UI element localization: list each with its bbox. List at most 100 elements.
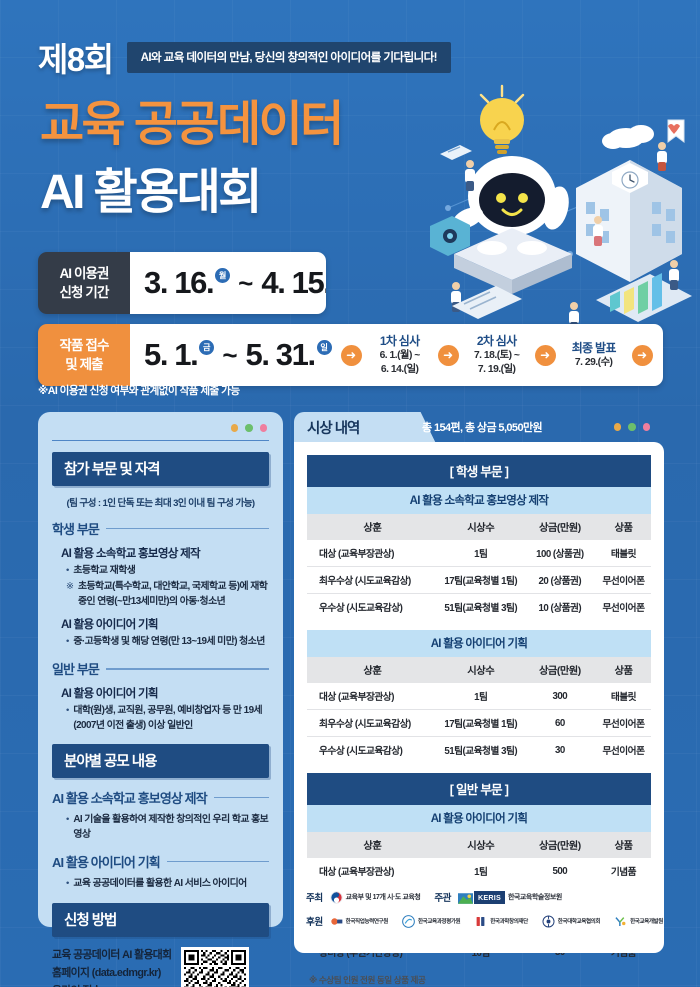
submission-start-date: 5. 1. [144,337,199,372]
tagline-banner: AI와 교육 데이터의 만남, 당신의 창의적인 아이디어를 기다립니다! [126,41,451,73]
awards-table-student-video: 상훈 시상수 상금(만원) 상품 대상 (교육부장관상) 1팀 100 (상품권… [307,514,651,620]
submission-period-row: 작품 접수 및 제출 5. 1. 금 ~ 5. 31. 일 ➜ 1차 심사 6.… [38,324,663,386]
cell-prize: 20 (상품권) [523,566,596,594]
apply-method-body: 교육 공공데이터 AI 활용대회 홈페이지 (data.edmgr.kr) 온라… [52,947,269,987]
cell-award: 최우수상 (시도교육감상) [307,566,438,594]
col-prize: 상금(만원) [523,657,596,683]
supporter-item-3: 한국과학창의재단 [474,915,528,928]
col-count: 시상수 [437,514,524,540]
supporter-name: 한국대학교육협의회 [557,919,601,925]
submission-tilde: ~ [222,339,238,370]
apply-line-2: 홈페이지 (data.edmgr.kr) [52,967,161,980]
awards-summary: 총 154편, 총 상금 5,050만원 [422,422,543,434]
group-divider-line [105,668,269,670]
dot-pink-icon [642,423,650,431]
dot-pink-icon [259,424,267,432]
bullet-dot-icon: • [66,636,70,648]
submission-label-line2: 및 제출 [65,356,103,372]
supporter-item-5: 한국교육개발원 [614,915,663,928]
cell-count: 51팀(교육청별 3팀) [444,603,518,614]
table-subtitle-general-idea: AI 활용 아이디어 기획 [307,805,651,832]
right-panel-dots [613,423,650,431]
table-header-row: 상훈 시상수 상금(만원) 상품 [307,514,651,540]
step-1-date-line2: 6. 14.(일) [380,363,419,375]
cell-award: 대상 (교육부장관상) [307,683,438,710]
submission-start-dow: 금 [199,339,215,355]
left-panel-dots [52,424,269,432]
schedule-block: AI 이용권 신청 기간 3. 16. 월 ~ 4. 15. 수 작품 접수 및… [38,252,663,386]
supporter-item-1: 한국직업능력연구원 [330,915,388,928]
supporter-name: 한국교육과정평가원 [417,919,461,925]
cell-prize: 60 [523,709,596,737]
field-item-1-group: AI 활용 소속학교 홍보영상 제작 [52,788,269,807]
apply-method-block: 신청 방법 교육 공공데이터 AI 활용대회 홈페이지 (data.edmgr.… [52,903,269,987]
voucher-end-date: 4. 15. [261,265,326,300]
krivet-logo-icon [330,915,343,928]
col-count: 시상수 [437,657,524,683]
dot-green-icon [245,424,253,432]
kcue-logo-icon [542,914,555,928]
bullet-dot-icon: • [66,877,70,889]
left-panel-divider [52,439,269,441]
cell-prize: 10 (상품권) [538,603,582,614]
cell-gift: 무선이어폰 [602,746,645,757]
cell-count: 17팀(교육청별 1팀) [437,566,524,594]
submission-period-label: 작품 접수 및 제출 [38,324,130,386]
dot-green-icon [628,423,636,431]
cell-gift: 태블릿 [595,683,651,710]
table-subtitle-student-video: AI 활용 소속학교 홍보영상 제작 [307,487,651,514]
submission-end-dow: 일 [316,339,332,355]
table-header-row: 상훈 시상수 상금(만원) 상품 [307,832,651,858]
step-3-date-line1: 7. 29.(수) [574,357,613,369]
col-gift: 상품 [595,832,651,858]
cell-count: 1팀 [437,540,524,567]
cell-gift: 무선이어폰 [595,709,651,737]
field-item-1-bullet-1: • AI 기술을 활용하여 제작한 창의적인 우리 학교 홍보 영상 [66,813,269,842]
table-row: 우수상 (시도교육감상) 51팀(교육청별 3팀) 30 무선이어폰 [307,737,651,764]
voucher-tilde: ~ [238,267,254,298]
schedule-step-4: 시상식 8. 11.(화) [662,341,663,370]
bullet-text: 교육 공공데이터를 활용한 AI 서비스 아이디어 [73,877,247,889]
division-band-student: [ 학생 부문 ] [307,455,651,487]
division-band-general: [ 일반 부문 ] [307,773,651,805]
awards-table-student-idea: 상훈 시상수 상금(만원) 상품 대상 (교육부장관상) 1팀 300 태블릿 … [307,657,651,763]
poster-title-line1: 교육 공공데이터 [40,98,344,151]
bullet-dot-icon: • [66,814,70,826]
cell-gift: 기념품 [610,948,637,959]
arrow-right-icon: ➜ [631,344,653,366]
group-divider-line [105,527,269,530]
voucher-period-label: AI 이용권 신청 기간 [38,252,130,314]
bullet-text: 대학(원)생, 교직원, 공무원, 예비창업자 등 만 19세(2007년 이전… [73,705,263,731]
field-item-1-title: AI 활용 소속학교 홍보영상 제작 [52,791,208,807]
kice-logo-icon [402,914,415,928]
awards-tab: 시상 내역 [294,412,402,442]
table-header-row: 상훈 시상수 상금(만원) 상품 [307,657,651,683]
left-info-panel: 참가 부문 및 자격 (팀 구성 : 1인 단독 또는 최대 3인 이내 팀 구… [38,412,283,987]
table-row: 대상 (교육부장관상) 1팀 300 태블릿 [307,683,651,710]
qr-code[interactable] [181,947,250,987]
awards-tab-header: 시상 내역 총 154편, 총 상금 5,050만원 [294,412,664,442]
bullet-dot-icon: ※ [66,581,74,593]
header-top-row: 제8회 AI와 교육 데이터의 만남, 당신의 창의적인 아이디어를 기다립니다… [38,33,451,81]
section-apply-header: 신청 방법 [52,903,269,938]
bullet-text: 중·고등학생 및 해당 연령(만 13~19세 미만) 청소년 [73,636,265,648]
schedule-step-1: 1차 심사 6. 1.(월) ~ 6. 14.(일) [371,334,429,376]
schedule-steps: ➜ 1차 심사 6. 1.(월) ~ 6. 14.(일) ➜ 2차 심사 7. … [332,334,663,376]
col-gift: 상품 [595,657,651,683]
edition-number: 제8회 [38,41,114,78]
supporter-item-4: 한국대학교육협의회 [542,914,601,928]
table-row: 대상 (교육부장관상) 1팀 100 (상품권) 태블릿 [307,540,651,567]
host-name: 교육부 및 17개 시·도 교육청 [345,894,421,901]
voucher-start-date: 3. 16. [144,265,215,300]
cell-count: 17팀(교육청별 1팀) [437,709,524,737]
awards-foot-note: ※ 수상팀 인원 전원 동일 상품 제공 [309,975,426,985]
supporter-name: 한국직업능력연구원 [345,919,389,925]
student-item-2-title: AI 활용 아이디어 기획 [61,618,159,632]
apply-instructions: 교육 공공데이터 AI 활용대회 홈페이지 (data.edmgr.kr) 온라… [52,947,172,987]
step-2-title: 2차 심사 [476,333,517,348]
poster-header: 제8회 AI와 교육 데이터의 만남, 당신의 창의적인 아이디어를 기다립니다… [0,0,700,232]
section-categories-header: 분야별 공모 내용 [52,744,269,779]
col-prize: 상금(만원) [523,514,596,540]
awards-card: [ 학생 부문 ] AI 활용 소속학교 홍보영상 제작 상훈 시상수 상금(만… [294,442,664,985]
voucher-label-line2: 신청 기간 [59,284,110,300]
